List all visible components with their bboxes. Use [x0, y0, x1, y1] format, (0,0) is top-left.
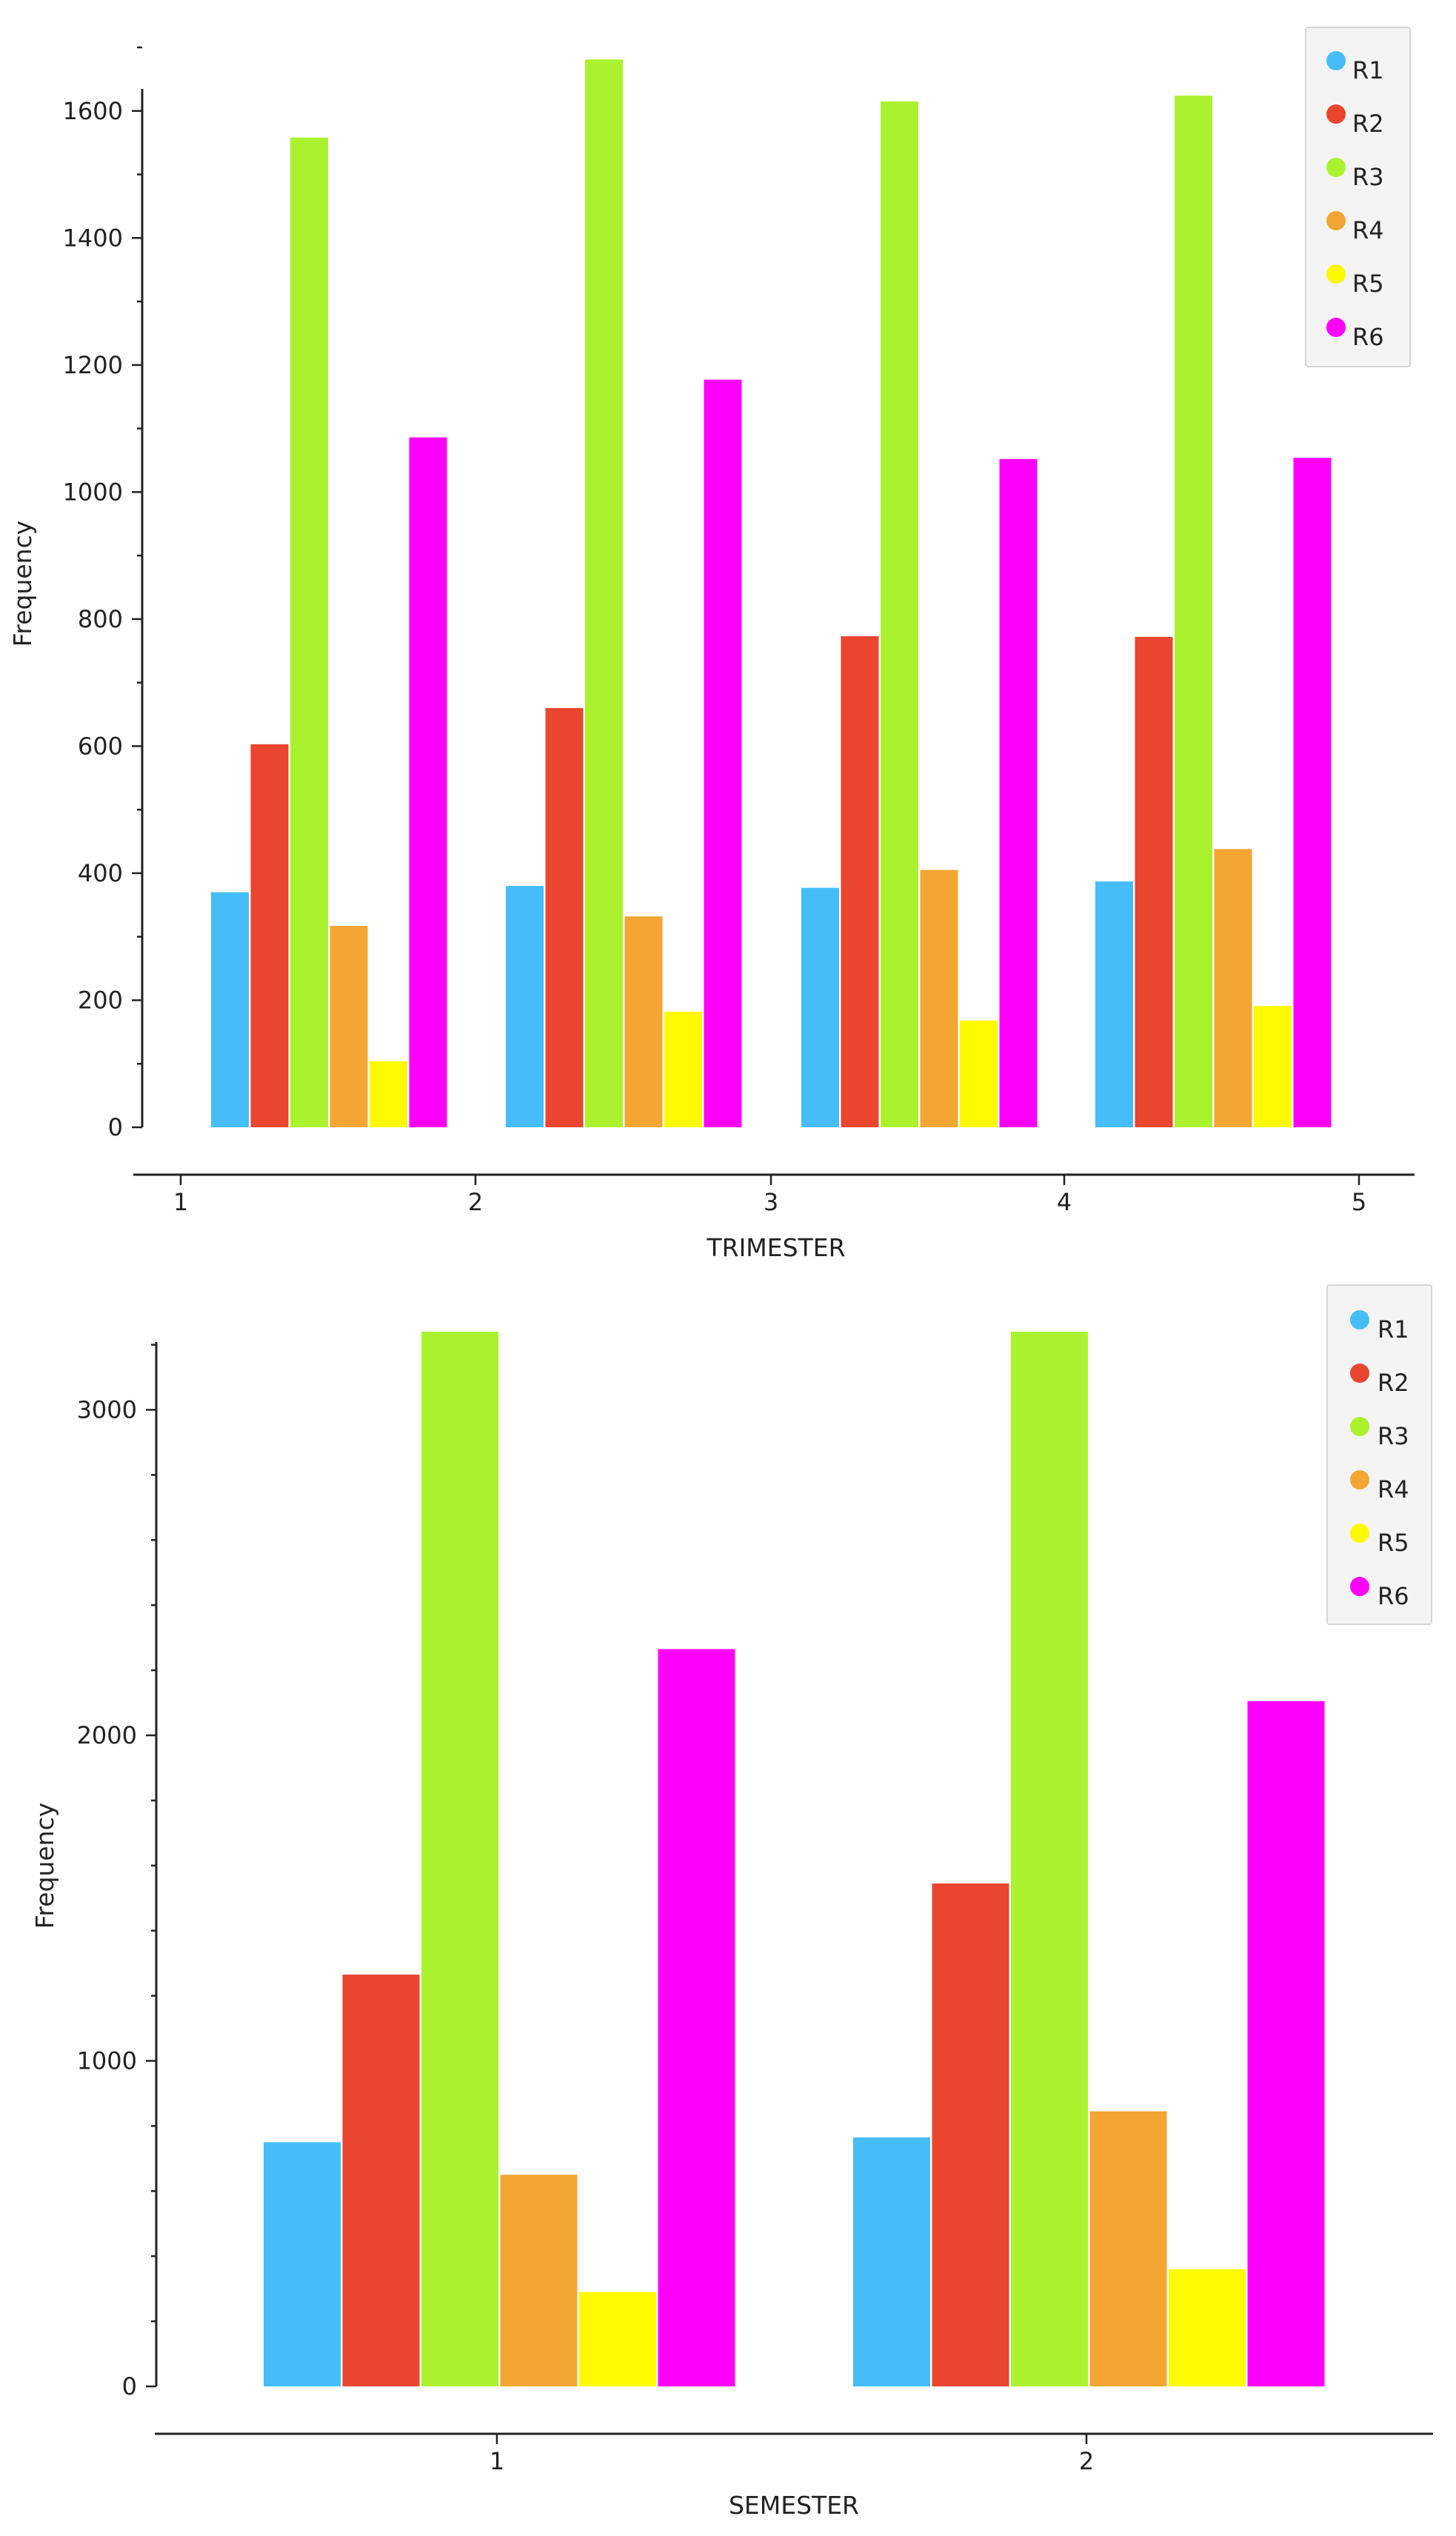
legend-label-r4: R4 [1377, 1475, 1409, 1504]
bar-r1-3 [801, 887, 839, 1127]
bar-r5-4 [1254, 1006, 1292, 1127]
bar-r3-4 [1175, 96, 1212, 1128]
bar-r2-2 [545, 707, 584, 1127]
bar-r2-1 [250, 744, 289, 1127]
legend-swatch-r2 [1350, 1364, 1369, 1383]
legend-swatch-r4 [1350, 1470, 1369, 1489]
bar-r3-2 [585, 59, 623, 1128]
y-tick-label: 200 [78, 986, 123, 1014]
y-tick-label: 600 [78, 732, 123, 760]
legend-label-r3: R3 [1352, 163, 1384, 191]
y-tick-label: 3000 [77, 1395, 137, 1424]
legend-label-r1: R1 [1352, 56, 1384, 84]
bar-r6-4 [1293, 458, 1332, 1127]
legend-swatch-r6 [1350, 1577, 1369, 1596]
legend-swatch-r6 [1326, 318, 1346, 337]
legend-label-r6: R6 [1377, 1582, 1409, 1610]
y-tick-label: 400 [78, 859, 123, 887]
bar-r3-3 [881, 101, 918, 1127]
bar-r6-1 [409, 437, 447, 1127]
legend-swatch-r4 [1326, 211, 1346, 230]
bar-r5-3 [960, 1020, 998, 1127]
bar-r4-1 [500, 2175, 578, 2386]
bar-r4-3 [920, 870, 958, 1127]
y-tick-label: 1400 [63, 224, 123, 252]
legend-swatch-r2 [1326, 104, 1346, 124]
y-tick-label: 1000 [63, 478, 123, 506]
bar-r1-2 [506, 886, 544, 1127]
y-tick-label: 2000 [77, 1721, 137, 1749]
x-tick-label: 4 [1057, 1188, 1072, 1216]
y-tick-label: 1200 [63, 351, 123, 379]
legend-label-r2: R2 [1377, 1369, 1409, 1397]
legend-swatch-r1 [1350, 1310, 1369, 1329]
x-tick-label: 2 [468, 1188, 483, 1216]
y-tick-label: 1600 [63, 97, 123, 125]
semester-chart: 0 1000 2000 3000 1 2 SEMESTER Frequency R1 R2 R3 R4… [30, 1284, 1433, 2520]
legend-swatch-r5 [1350, 1524, 1369, 1543]
bars-group [264, 1332, 1325, 2386]
x-tick-label: 3 [764, 1188, 778, 1216]
bar-r5-2 [1169, 2269, 1246, 2386]
bar-r4-4 [1214, 849, 1252, 1127]
bar-r2-3 [841, 636, 879, 1127]
bar-r6-3 [999, 458, 1038, 1127]
trimester-chart: 0 200 400 600 800 1000 1200 1400 1600 1 2 3 4 5 TRIMES… [8, 27, 1415, 1262]
bar-r4-2 [1089, 2111, 1167, 2386]
bar-r6-2 [1247, 1701, 1325, 2386]
legend-label-r2: R2 [1352, 110, 1384, 138]
bar-r3-1 [421, 1332, 498, 2386]
y-axis-title: Frequency [8, 521, 37, 647]
bar-r1-4 [1095, 881, 1133, 1127]
y-tick-label: 0 [108, 1113, 123, 1141]
legend-label-r3: R3 [1377, 1422, 1409, 1450]
x-tick-label: 1 [173, 1188, 188, 1216]
bar-r5-1 [370, 1061, 407, 1127]
legend-label-r6: R6 [1352, 323, 1384, 351]
bar-r2-4 [1135, 636, 1173, 1127]
legend-swatch-r3 [1326, 158, 1346, 177]
bar-r4-2 [624, 916, 663, 1127]
bar-r2-2 [932, 1883, 1009, 2386]
legend-swatch-r1 [1326, 51, 1346, 70]
legend-swatch-r5 [1326, 264, 1346, 284]
legend-swatch-r3 [1350, 1417, 1369, 1436]
bar-r6-2 [704, 379, 742, 1127]
bars-group [211, 59, 1332, 1128]
legend-label-r4: R4 [1352, 216, 1384, 244]
legend-label-r5: R5 [1377, 1529, 1409, 1557]
bar-r6-1 [658, 1649, 735, 2386]
legend-label-r1: R1 [1377, 1315, 1409, 1344]
bar-r5-2 [664, 1011, 702, 1127]
bar-r4-1 [330, 926, 368, 1127]
bar-r5-1 [579, 2292, 656, 2386]
x-axis-title: SEMESTER [729, 2491, 859, 2520]
x-tick-label: 5 [1352, 1188, 1366, 1216]
bar-r3-2 [1011, 1332, 1088, 2386]
bar-r1-1 [264, 2142, 341, 2386]
bar-r3-1 [290, 137, 328, 1127]
x-tick-label: 2 [1079, 2447, 1094, 2475]
x-axis-title: TRIMESTER [706, 1233, 845, 1262]
bar-r2-1 [342, 1975, 420, 2386]
y-axis-title: Frequency [30, 1803, 59, 1929]
bar-r1-1 [211, 892, 249, 1127]
legend: R1 R2 R3 R4 R5 R6 [1326, 1284, 1432, 1625]
y-tick-label: 800 [78, 605, 123, 633]
y-tick-label: 1000 [77, 2046, 137, 2075]
y-tick-label: 0 [122, 2372, 137, 2400]
x-tick-label: 1 [490, 2447, 504, 2475]
legend-label-r5: R5 [1352, 270, 1384, 298]
bar-r1-2 [853, 2137, 930, 2386]
legend: R1 R2 R3 R4 R5 R6 [1305, 27, 1411, 367]
